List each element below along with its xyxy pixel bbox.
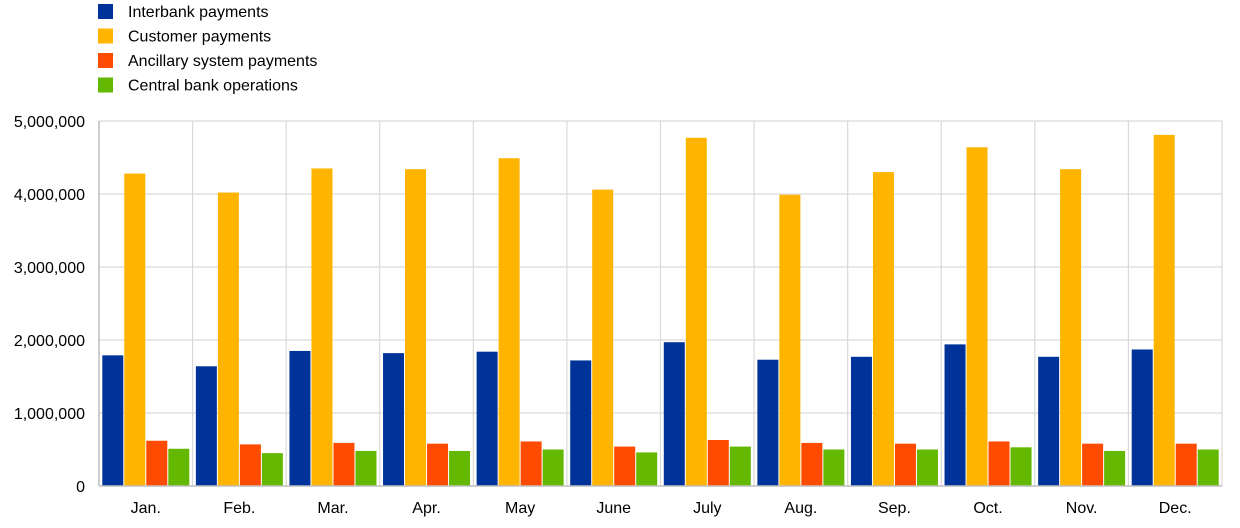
bar	[1082, 443, 1104, 486]
y-tick-label: 5,000,000	[14, 114, 85, 131]
y-tick-label: 2,000,000	[14, 333, 85, 350]
bar	[707, 440, 729, 486]
bars	[102, 134, 1219, 487]
x-tick-label: Dec.	[1159, 500, 1192, 517]
x-tick-label: Sep.	[878, 500, 911, 517]
y-tick-label: 1,000,000	[14, 406, 85, 423]
bar	[570, 360, 592, 486]
bar	[239, 444, 261, 486]
bar	[614, 446, 636, 486]
bar	[872, 172, 894, 486]
bar	[1060, 169, 1082, 486]
bar	[168, 448, 190, 486]
bar	[195, 366, 217, 486]
bar	[1175, 443, 1197, 486]
bar	[823, 449, 845, 486]
bar	[850, 356, 872, 486]
bar	[663, 342, 685, 486]
bar	[102, 355, 124, 486]
bar	[685, 137, 707, 487]
y-tick-label: 3,000,000	[14, 260, 85, 277]
bar	[124, 173, 146, 486]
bar	[757, 359, 779, 486]
legend-swatch	[98, 28, 113, 44]
bar	[916, 449, 938, 486]
x-tick-label: July	[693, 500, 721, 517]
bar	[592, 189, 614, 486]
x-tick-label: Apr.	[412, 500, 440, 517]
x-tick-label: Nov.	[1066, 500, 1098, 517]
bar	[1197, 449, 1219, 486]
legend-swatch	[98, 4, 113, 19]
x-tick-label: Feb.	[223, 500, 255, 517]
y-tick-label: 4,000,000	[14, 187, 85, 204]
bar	[383, 353, 405, 486]
bar	[405, 169, 427, 486]
bar	[729, 446, 751, 486]
bar	[779, 194, 801, 487]
bar	[988, 441, 1010, 486]
legend-label: Central bank operations	[128, 78, 298, 95]
legend-label: Ancillary system payments	[128, 53, 317, 70]
bar	[966, 147, 988, 486]
x-tick-label: June	[596, 500, 631, 517]
x-axis-tick-labels: Jan. Feb. Mar. Apr. May June July Aug. Sep. Oct. N…	[131, 500, 1192, 517]
bar	[1131, 349, 1153, 486]
bar	[449, 450, 471, 486]
bar	[542, 449, 564, 486]
legend-label: Customer payments	[128, 29, 271, 46]
y-tick-label: 0	[76, 479, 85, 496]
legend-label: Interbank payments	[128, 4, 269, 21]
bar	[333, 442, 355, 486]
legend-swatch	[98, 53, 113, 68]
legend: Interbank payments Customer payments Ancil…	[98, 4, 317, 95]
bar	[261, 453, 283, 486]
bar	[1038, 356, 1060, 486]
bar	[944, 344, 966, 486]
x-tick-label: Oct.	[973, 500, 1002, 517]
bar	[1153, 134, 1175, 486]
bar	[217, 192, 239, 487]
bar	[427, 443, 449, 486]
y-axis-tick-labels: 0 1,000,000 2,000,000 3,000,000 4,000,000 5,0…	[14, 114, 85, 496]
bar	[146, 440, 168, 486]
x-tick-label: Aug.	[784, 500, 817, 517]
bar	[1104, 450, 1126, 486]
axes	[98, 121, 1222, 487]
bar	[894, 443, 916, 486]
bar	[355, 450, 377, 486]
bar	[289, 350, 311, 486]
bar	[498, 158, 520, 487]
legend-swatch	[98, 77, 113, 93]
x-tick-label: May	[505, 500, 535, 517]
bar	[636, 452, 658, 486]
bar	[801, 442, 823, 486]
x-tick-label: Jan.	[131, 500, 161, 517]
bar	[520, 441, 542, 486]
bar	[311, 168, 333, 486]
bar	[1010, 447, 1032, 486]
x-tick-label: Mar.	[317, 500, 348, 517]
bar	[476, 351, 498, 486]
